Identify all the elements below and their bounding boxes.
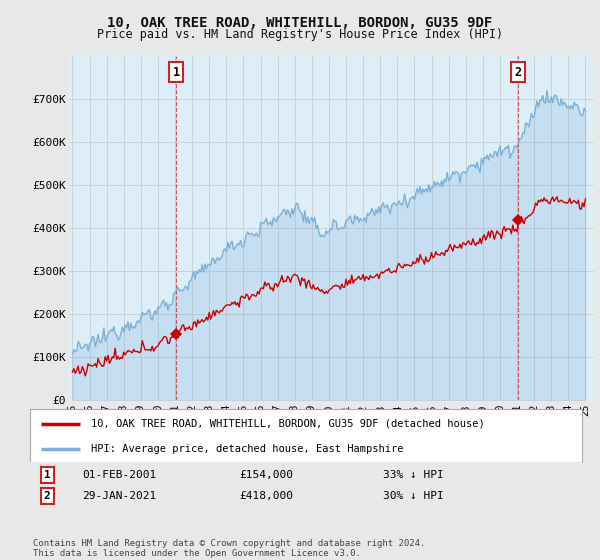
Text: £154,000: £154,000 bbox=[240, 470, 294, 480]
Text: £418,000: £418,000 bbox=[240, 491, 294, 501]
Text: 1: 1 bbox=[44, 470, 50, 480]
Text: 29-JAN-2021: 29-JAN-2021 bbox=[82, 491, 157, 501]
Text: 1: 1 bbox=[173, 66, 180, 79]
Text: 2: 2 bbox=[44, 491, 50, 501]
Text: 30% ↓ HPI: 30% ↓ HPI bbox=[383, 491, 444, 501]
Text: Price paid vs. HM Land Registry's House Price Index (HPI): Price paid vs. HM Land Registry's House … bbox=[97, 28, 503, 41]
Text: 2: 2 bbox=[515, 66, 522, 79]
Text: 01-FEB-2001: 01-FEB-2001 bbox=[82, 470, 157, 480]
Text: HPI: Average price, detached house, East Hampshire: HPI: Average price, detached house, East… bbox=[91, 444, 403, 454]
Text: 10, OAK TREE ROAD, WHITEHILL, BORDON, GU35 9DF (detached house): 10, OAK TREE ROAD, WHITEHILL, BORDON, GU… bbox=[91, 419, 484, 429]
Text: 10, OAK TREE ROAD, WHITEHILL, BORDON, GU35 9DF: 10, OAK TREE ROAD, WHITEHILL, BORDON, GU… bbox=[107, 16, 493, 30]
Text: Contains HM Land Registry data © Crown copyright and database right 2024.
This d: Contains HM Land Registry data © Crown c… bbox=[33, 539, 425, 558]
Text: 33% ↓ HPI: 33% ↓ HPI bbox=[383, 470, 444, 480]
